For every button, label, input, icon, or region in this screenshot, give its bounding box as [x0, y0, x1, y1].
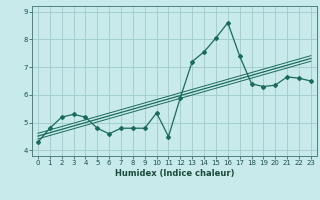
X-axis label: Humidex (Indice chaleur): Humidex (Indice chaleur) [115, 169, 234, 178]
